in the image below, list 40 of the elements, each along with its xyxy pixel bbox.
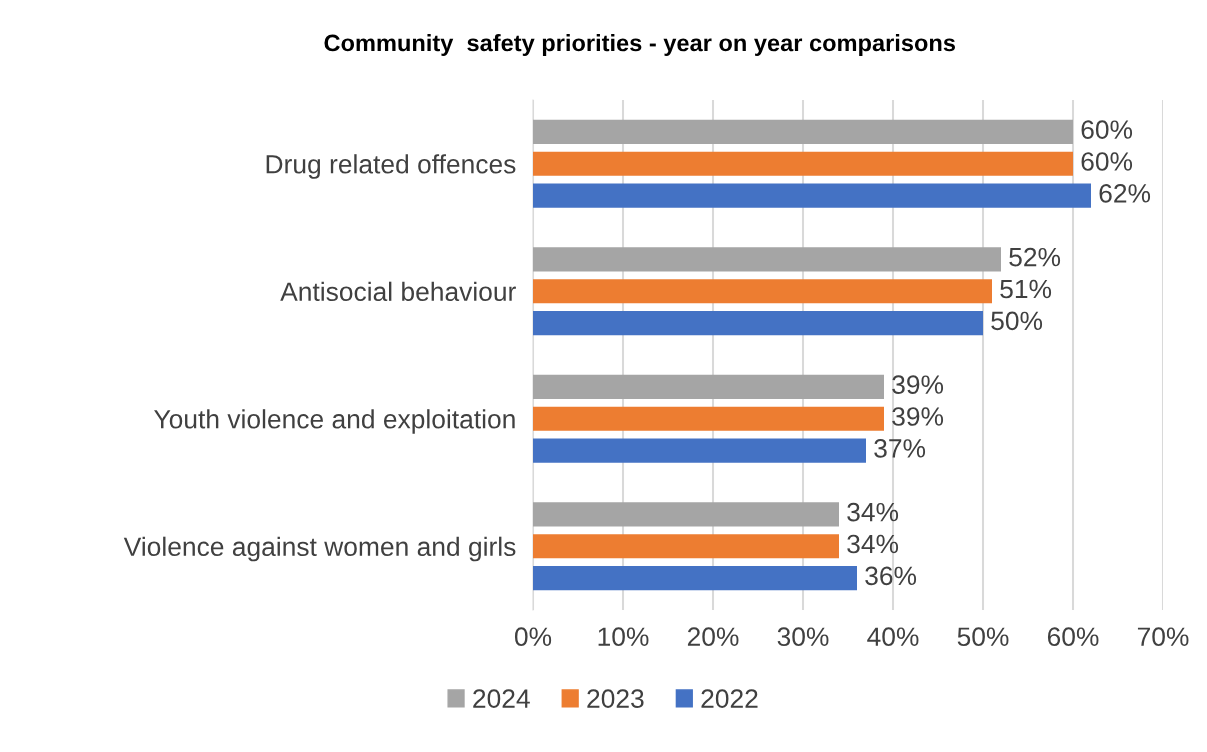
bar (533, 311, 983, 336)
x-tick-label: 10% (598, 627, 649, 647)
y-tick-label: Drug related offences (266, 154, 516, 179)
bar (533, 534, 839, 559)
data-label: 37% (874, 439, 926, 458)
legend-label: 2023 (587, 689, 644, 708)
data-label: 60% (1081, 120, 1133, 139)
x-tick-label: 0% (514, 627, 552, 647)
data-label: 62% (1099, 184, 1151, 203)
x-tick-label: 40% (867, 627, 919, 647)
x-tick-label: 50% (957, 627, 1009, 647)
y-tick-label: Youth violence and exploitation (154, 409, 515, 434)
data-label: 34% (847, 534, 899, 554)
bar (533, 183, 1091, 208)
bar (533, 406, 884, 431)
x-tick-label: 60% (1047, 627, 1099, 647)
data-label: 39% (892, 407, 944, 426)
bar (533, 279, 992, 304)
data-label: 34% (847, 502, 899, 522)
data-label: 52% (1009, 247, 1061, 267)
bar (533, 119, 1073, 144)
bar (533, 247, 1001, 272)
data-label: 60% (1081, 152, 1133, 171)
bar (533, 374, 884, 399)
legend-label: 2022 (701, 689, 758, 708)
legend-label: 2024 (473, 689, 530, 708)
data-label: 36% (865, 566, 917, 586)
bar (533, 438, 866, 463)
data-label: 50% (991, 311, 1043, 331)
data-label: 51% (1000, 279, 1052, 299)
y-tick-label: Antisocial behaviour (280, 281, 516, 302)
x-tick-label: 20% (687, 627, 739, 647)
data-label: 39% (892, 375, 944, 394)
y-tick-label: Violence against women and girls (123, 536, 516, 562)
x-tick-label: 30% (777, 627, 829, 647)
chart-title: Community safety priorities - year on year comparisons (324, 34, 955, 56)
bar (533, 502, 839, 527)
x-tick-label: 70% (1137, 627, 1189, 647)
bar (533, 566, 857, 591)
bar (533, 151, 1073, 176)
